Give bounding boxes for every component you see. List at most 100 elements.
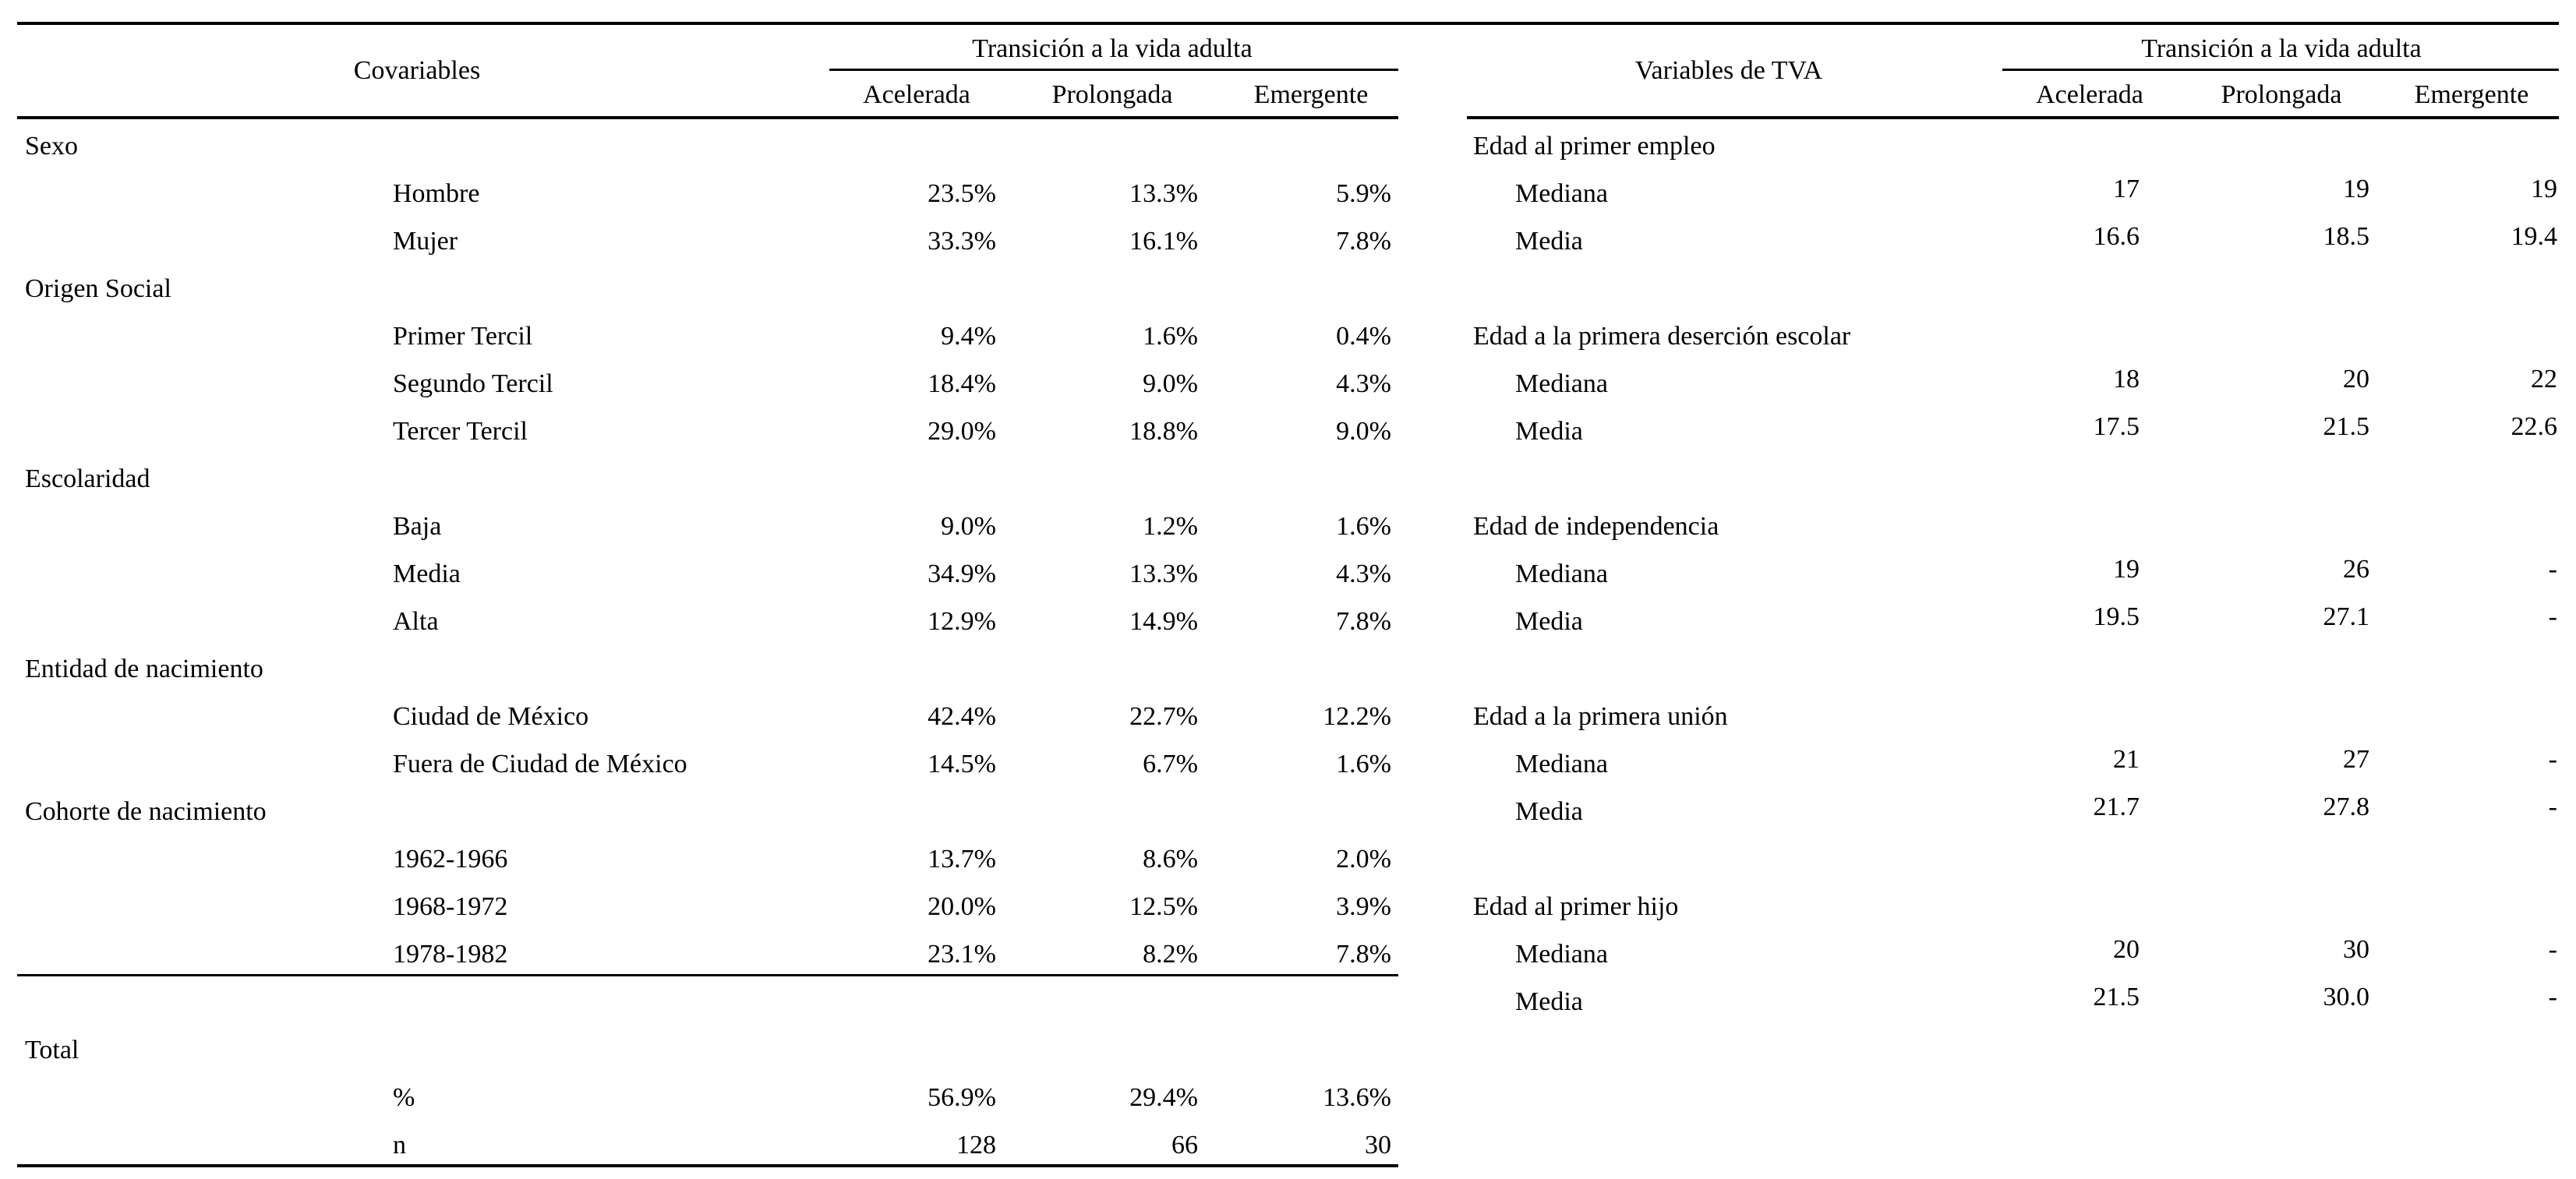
stat-label: Media <box>1515 607 1583 636</box>
left-body-bottom-rule <box>17 974 1398 976</box>
cell-value: 8.6% <box>1143 845 1198 874</box>
cell-value: 9.0% <box>941 512 996 541</box>
right-group-underline <box>2002 69 2559 71</box>
cell-value: 9.0% <box>1143 369 1198 398</box>
row-label: Ciudad de México <box>393 702 589 731</box>
cell-value: 0.4% <box>1336 322 1391 351</box>
cell-value: 18.8% <box>1129 417 1198 446</box>
cell-value: 14.5% <box>928 750 996 778</box>
variable-label: Edad a la primera deserción escolar <box>1473 322 1851 351</box>
row-label: Primer Tercil <box>393 322 533 351</box>
cell-value: 8.2% <box>1143 940 1198 969</box>
row-label: 1968-1972 <box>393 892 508 921</box>
right-header-col-emergente: Emergente <box>2414 80 2529 109</box>
row-label: Tercer Tercil <box>393 417 528 446</box>
row-label: 1978-1982 <box>393 940 508 969</box>
cell-value: 33.3% <box>928 227 996 256</box>
total-cell-value: 56.9% <box>928 1083 996 1112</box>
cell-value: 16.1% <box>1129 227 1198 256</box>
left-final-rule <box>17 1164 1398 1167</box>
stat-label: Media <box>1515 797 1583 826</box>
cell-value: 7.8% <box>1336 227 1391 256</box>
row-label: 1962-1966 <box>393 845 508 874</box>
stat-value: 19 <box>2343 175 2369 203</box>
stat-value: 19 <box>2531 175 2557 203</box>
stat-value: - <box>2548 935 2557 964</box>
section-label: Cohorte de nacimiento <box>25 797 267 826</box>
stat-label: Mediana <box>1515 750 1608 778</box>
variable-label: Edad de independencia <box>1473 512 1719 541</box>
cell-value: 13.3% <box>1129 179 1198 208</box>
stat-value: 19 <box>2113 555 2140 584</box>
stat-value: - <box>2548 745 2557 774</box>
stat-label: Mediana <box>1515 179 1608 208</box>
stat-value: 19.4 <box>2511 222 2558 251</box>
cell-value: 12.9% <box>928 607 996 636</box>
cell-value: 2.0% <box>1336 845 1391 874</box>
cell-value: 13.7% <box>928 845 996 874</box>
cell-value: 12.5% <box>1129 892 1198 921</box>
stat-value: - <box>2548 602 2557 631</box>
cell-value: 3.9% <box>1336 892 1391 921</box>
stat-value: 21.7 <box>2093 792 2140 821</box>
right-header-group: Transición a la vida adulta <box>2141 34 2422 63</box>
stat-value: 30 <box>2343 935 2369 964</box>
total-cell-value: 13.6% <box>1323 1083 1391 1112</box>
cell-value: 13.3% <box>1129 559 1198 588</box>
section-label: Entidad de nacimiento <box>25 655 263 683</box>
stat-value: 21 <box>2113 745 2140 774</box>
cell-value: 9.0% <box>1336 417 1391 446</box>
cell-value: 5.9% <box>1336 179 1391 208</box>
cell-value: 42.4% <box>928 702 996 731</box>
total-row-label: % <box>393 1083 415 1112</box>
stat-label: Media <box>1515 227 1583 256</box>
total-cell-value: 128 <box>956 1131 996 1160</box>
stat-value: 18 <box>2113 365 2140 394</box>
left-header-covariables: Covariables <box>353 56 481 85</box>
cell-value: 18.4% <box>928 369 996 398</box>
cell-value: 9.4% <box>941 322 996 351</box>
left-header-col-emergente: Emergente <box>1253 80 1369 109</box>
section-label: Sexo <box>25 132 78 161</box>
stat-value: 20 <box>2113 935 2140 964</box>
cell-value: 1.6% <box>1336 750 1391 778</box>
cell-value: 1.2% <box>1143 512 1198 541</box>
cell-value: 6.7% <box>1143 750 1198 778</box>
cell-value: 22.7% <box>1129 702 1198 731</box>
right-header-col-acelerada: Acelerada <box>2036 80 2143 109</box>
right-header-variables: Variables de TVA <box>1634 56 1823 85</box>
right-header-col-prolongada: Prolongada <box>2221 80 2342 109</box>
stat-value: 27 <box>2343 745 2369 774</box>
left-group-underline <box>829 69 1398 71</box>
row-label: Segundo Tercil <box>393 369 553 398</box>
cell-value: 20.0% <box>928 892 996 921</box>
stat-value: 27.1 <box>2323 602 2370 631</box>
left-top-rule <box>17 22 1398 25</box>
row-label: Alta <box>393 607 439 636</box>
row-label: Baja <box>393 512 442 541</box>
stat-value: 18.5 <box>2323 222 2370 251</box>
row-label: Media <box>393 559 461 588</box>
cell-value: 7.8% <box>1336 940 1391 969</box>
cell-value: 23.1% <box>928 940 996 969</box>
total-cell-value: 66 <box>1171 1131 1198 1160</box>
stat-label: Media <box>1515 417 1583 446</box>
total-row-label: n <box>393 1131 406 1160</box>
stat-label: Mediana <box>1515 940 1608 969</box>
row-label: Fuera de Ciudad de México <box>393 750 687 778</box>
cell-value: 4.3% <box>1336 559 1391 588</box>
section-label: Escolaridad <box>25 464 150 493</box>
variable-label: Edad a la primera unión <box>1473 702 1728 731</box>
cell-value: 14.9% <box>1129 607 1198 636</box>
stat-value: 17.5 <box>2093 412 2140 441</box>
stat-value: - <box>2548 555 2557 584</box>
stat-value: 22.6 <box>2511 412 2558 441</box>
cell-value: 7.8% <box>1336 607 1391 636</box>
total-cell-value: 30 <box>1365 1131 1391 1160</box>
stat-label: Mediana <box>1515 369 1608 398</box>
row-label: Hombre <box>393 179 480 208</box>
stat-value: 26 <box>2343 555 2369 584</box>
cell-value: 29.0% <box>928 417 996 446</box>
cell-value: 12.2% <box>1323 702 1391 731</box>
left-header-col-prolongada: Prolongada <box>1051 80 1173 109</box>
